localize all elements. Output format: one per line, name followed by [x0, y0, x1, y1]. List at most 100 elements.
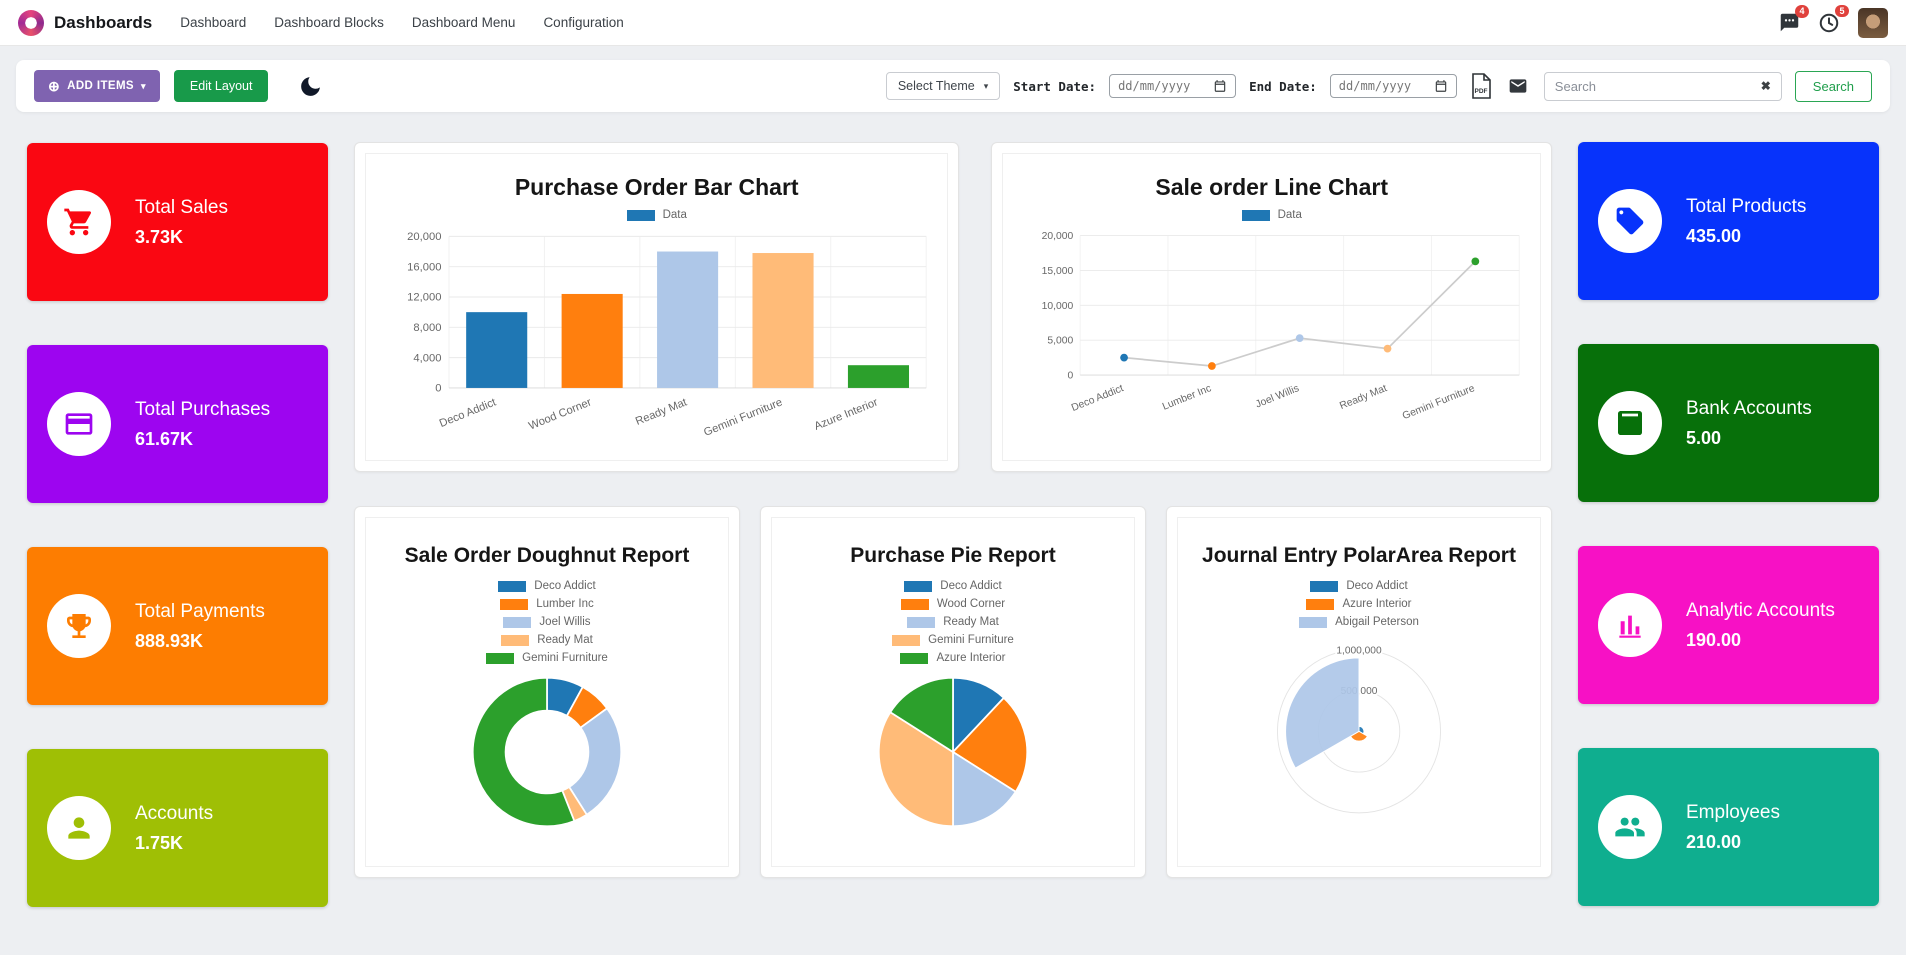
- legend-item[interactable]: Gemini Furniture: [892, 634, 1014, 646]
- edit-layout-button[interactable]: Edit Layout: [173, 70, 269, 102]
- svg-text:15,000: 15,000: [1042, 266, 1074, 277]
- app-logo-icon[interactable]: [18, 9, 44, 36]
- legend-label: Data: [662, 209, 687, 221]
- legend-label: Ready Mat: [537, 634, 593, 646]
- legend-item[interactable]: Deco Addict: [1310, 580, 1408, 592]
- dark-mode-toggle[interactable]: [298, 74, 323, 99]
- credit-card-icon: [47, 392, 111, 456]
- svg-text:5,000: 5,000: [1048, 336, 1074, 347]
- theme-select[interactable]: Select Theme ▾: [885, 72, 1001, 100]
- clock-icon: [1819, 13, 1839, 32]
- activities-button[interactable]: 5: [1818, 4, 1849, 34]
- line-chart-canvas[interactable]: 0 5,000 10,000 15,000 20,000 Deco Addict Lumbe…: [1013, 227, 1530, 452]
- chart-bars-icon: [1598, 593, 1662, 657]
- legend-label: Deco Addict: [940, 580, 1002, 592]
- kpi-employees[interactable]: Employees 210.00: [1578, 748, 1879, 906]
- legend-item[interactable]: Ready Mat: [501, 634, 593, 646]
- charts-row-top: Purchase Order Bar Chart Data 0 4,000 8,00…: [354, 142, 1552, 472]
- search-button[interactable]: Search: [1794, 70, 1872, 102]
- kpi-accounts[interactable]: Accounts 1.75K: [27, 749, 328, 907]
- legend-item[interactable]: Deco Addict: [904, 580, 1002, 592]
- kpi-total-payments[interactable]: Total Payments 888.93K: [27, 547, 328, 705]
- pie-chart-canvas[interactable]: [858, 670, 1048, 834]
- svg-text:Deco Addict: Deco Addict: [1070, 383, 1125, 414]
- legend-item[interactable]: Data: [626, 209, 687, 221]
- chart-legend: Deco Addict Lumber Inc Joel Willis Ready Ma…: [486, 580, 608, 664]
- menu-item-dashboard-blocks[interactable]: Dashboard Blocks: [274, 15, 384, 30]
- messages-button[interactable]: 4: [1779, 5, 1809, 33]
- legend-swatch: [900, 598, 929, 610]
- svg-text:10,000: 10,000: [1042, 301, 1074, 312]
- legend-item[interactable]: Deco Addict: [498, 580, 596, 592]
- calendar-icon[interactable]: [1434, 79, 1448, 93]
- kpi-value: 888.93K: [135, 631, 204, 652]
- legend-swatch: [900, 652, 929, 664]
- kpi-title: Accounts: [135, 802, 214, 824]
- bar-chart-canvas[interactable]: 0 4,000 8,000 12,000 16,000 20,000 Deco Addict…: [376, 227, 937, 452]
- kpi-total-purchases[interactable]: Total Purchases 61.67K: [27, 345, 328, 503]
- legend-label: Gemini Furniture: [928, 634, 1014, 646]
- menu-item-dashboard-menu[interactable]: Dashboard Menu: [411, 15, 516, 30]
- kpi-total-sales[interactable]: Total Sales 3.73K: [27, 143, 328, 301]
- legend-label: Wood Corner: [936, 598, 1006, 610]
- start-date-label: Start Date:: [1013, 78, 1097, 94]
- legend-swatch: [501, 634, 530, 646]
- search-input[interactable]: [1554, 78, 1753, 94]
- send-mail-button[interactable]: [1505, 76, 1531, 96]
- legend-item[interactable]: Joel Willis: [503, 616, 591, 628]
- charts-row-bottom: Sale Order Doughnut Report Deco Addict Lu…: [354, 506, 1552, 878]
- legend-item[interactable]: Gemini Furniture: [486, 652, 608, 664]
- calendar-icon[interactable]: [1213, 79, 1227, 93]
- add-items-button[interactable]: ⊕ ADD ITEMS ▾: [34, 70, 160, 102]
- svg-text:Wood Corner: Wood Corner: [527, 396, 593, 432]
- end-date-input[interactable]: [1338, 79, 1427, 93]
- doughnut-chart-canvas[interactable]: [452, 670, 642, 834]
- svg-text:PDF: PDF: [1474, 88, 1487, 95]
- legend-item[interactable]: Data: [1241, 209, 1302, 221]
- chart-panel: Purchase Pie Report Deco Addict Wood Corn…: [771, 517, 1135, 867]
- legend-swatch: [907, 616, 936, 628]
- kpi-value: 1.75K: [135, 833, 184, 854]
- svg-text:12,000: 12,000: [407, 292, 441, 304]
- legend-item[interactable]: Wood Corner: [900, 598, 1006, 610]
- clear-search-icon[interactable]: ✖: [1760, 79, 1771, 93]
- legend-item[interactable]: Ready Mat: [907, 616, 999, 628]
- kpi-value: 3.73K: [135, 227, 184, 248]
- chart-title: Journal Entry PolarArea Report: [1202, 544, 1516, 567]
- chat-bubble-icon: [1780, 13, 1799, 32]
- svg-text:20,000: 20,000: [1042, 231, 1074, 242]
- legend-swatch: [498, 580, 527, 592]
- app-title: Dashboards: [54, 12, 153, 32]
- svg-text:16,000: 16,000: [407, 261, 441, 273]
- legend-swatch: [1310, 580, 1339, 592]
- kpi-bank-accounts[interactable]: Bank Accounts 5.00: [1578, 344, 1879, 502]
- sale-order-line-chart-card: Sale order Line Chart Data 0 5,000 10,000 1…: [991, 142, 1552, 472]
- person-icon: [47, 796, 111, 860]
- kpi-total-products[interactable]: Total Products 435.00: [1578, 142, 1879, 300]
- chart-legend: Deco Addict Azure Interior Abigail Peterso…: [1299, 580, 1419, 628]
- pdf-file-icon: PDF: [1471, 73, 1491, 99]
- user-avatar[interactable]: [1858, 7, 1888, 38]
- menu-item-dashboard[interactable]: Dashboard: [180, 15, 247, 30]
- chart-panel: Sale order Line Chart Data 0 5,000 10,000 1…: [1002, 153, 1541, 461]
- kpi-analytic-accounts[interactable]: Analytic Accounts 190.00: [1578, 546, 1879, 704]
- kpi-title: Total Sales: [135, 196, 228, 218]
- legend-label: Azure Interior: [936, 652, 1006, 664]
- legend-item[interactable]: Abigail Peterson: [1299, 616, 1419, 628]
- kpi-column-right: Total Products 435.00 Bank Accounts 5.00…: [1578, 130, 1879, 907]
- legend-item[interactable]: Azure Interior: [900, 652, 1006, 664]
- svg-text:20,000: 20,000: [407, 231, 441, 243]
- people-icon: [1598, 795, 1662, 859]
- journal-entry-polararea-card: Journal Entry PolarArea Report Deco Addi…: [1166, 506, 1552, 878]
- legend-label: Abigail Peterson: [1335, 616, 1419, 628]
- legend-item[interactable]: Lumber Inc: [500, 598, 594, 610]
- svg-text:0: 0: [435, 383, 441, 395]
- svg-text:Lumber Inc: Lumber Inc: [1161, 383, 1213, 413]
- export-pdf-button[interactable]: PDF: [1470, 73, 1492, 99]
- legend-item[interactable]: Azure Interior: [1306, 598, 1412, 610]
- purchase-pie-card: Purchase Pie Report Deco Addict Wood Corn…: [760, 506, 1146, 878]
- start-date-input[interactable]: [1118, 79, 1207, 93]
- menu-item-configuration[interactable]: Configuration: [543, 15, 624, 30]
- kpi-title: Employees: [1686, 801, 1780, 823]
